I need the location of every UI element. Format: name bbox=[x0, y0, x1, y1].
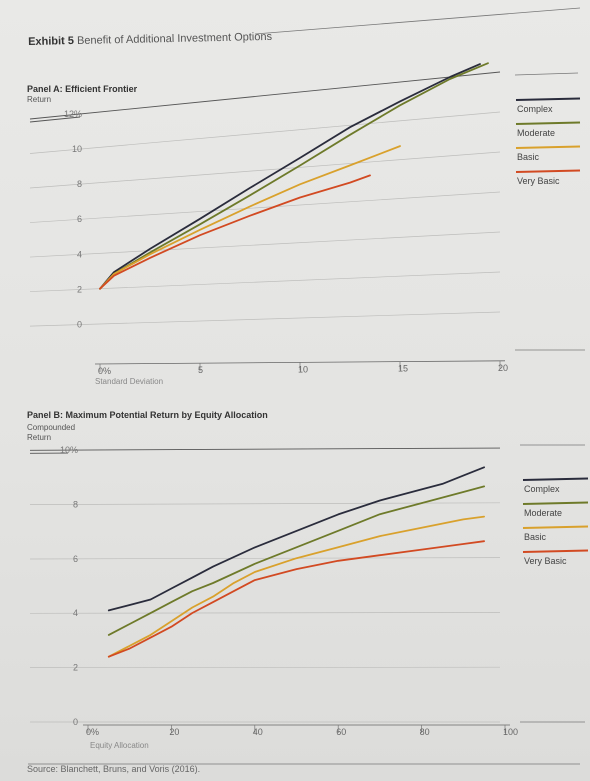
panel-a-xtick-label: 10 bbox=[298, 364, 308, 374]
panel-b-ytick-label: 0 bbox=[73, 717, 78, 727]
panel-b-xtick-label: 40 bbox=[253, 727, 263, 737]
panel-b-legend-swatch bbox=[522, 477, 589, 481]
panel-b-ytick-label: 8 bbox=[73, 499, 78, 509]
panel-a-gridline bbox=[29, 231, 501, 258]
panel-b-legend-label: Very Basic bbox=[524, 556, 567, 566]
panel-a-legend-label: Very Basic bbox=[517, 176, 560, 186]
panel-a-legend-label: Moderate bbox=[517, 128, 555, 138]
panel-b-gridline bbox=[29, 612, 501, 614]
panel-a-gridline bbox=[29, 311, 501, 327]
panel-b-ytick-label: 10% bbox=[60, 445, 78, 455]
panel-a-legend-label: Basic bbox=[517, 152, 540, 162]
panel-b-xtick-label: 80 bbox=[420, 727, 430, 737]
panel-b-gridline bbox=[29, 447, 501, 451]
panel-a-legend-swatch bbox=[515, 121, 581, 125]
panel-a-legend-swatch bbox=[515, 145, 581, 149]
panel-b-ytick-label: 2 bbox=[73, 663, 78, 673]
panel-b-legend-swatch bbox=[522, 549, 589, 553]
panel-a-xtick-label: 5 bbox=[198, 365, 203, 375]
panel-b-xtick-label: 20 bbox=[169, 727, 179, 737]
panel-b-ytick-label: 6 bbox=[73, 554, 78, 564]
panel-b-series-very-basic bbox=[107, 540, 486, 658]
panel-a-ytick-label: 6 bbox=[77, 214, 82, 224]
panel-a-legend-rule bbox=[514, 72, 579, 76]
panel-a-gridline bbox=[29, 71, 501, 120]
panel-a-ytick-label: 2 bbox=[77, 284, 82, 294]
panel-a-gridline bbox=[29, 151, 501, 189]
panel-a-ytick-label: 0 bbox=[77, 320, 82, 330]
panel-b-gridline bbox=[29, 557, 501, 560]
panel-b-legend-label: Complex bbox=[524, 484, 560, 494]
top-rule bbox=[254, 7, 581, 35]
panel-a-gridline bbox=[29, 271, 501, 292]
panel-b-ylabel: Compounded Return bbox=[27, 423, 76, 442]
panel-a-series-very-basic bbox=[99, 174, 371, 290]
panel-a-legend-label: Complex bbox=[517, 104, 553, 114]
panel-a-chart: 0 2 4 6 8 10 12% 0% 5 10 15 20 Standard Deviation Com… bbox=[29, 62, 585, 386]
panel-a-series-complex bbox=[99, 63, 481, 290]
panel-a-ylabel: Return bbox=[27, 95, 52, 104]
panel-b-xtick-label: 0% bbox=[86, 727, 99, 737]
panel-a-gridline bbox=[29, 111, 501, 154]
panel-a-legend-swatch bbox=[515, 97, 581, 101]
panel-a-ytick-label: 12% bbox=[64, 109, 82, 119]
panel-b-xlabel: Equity Allocation bbox=[90, 741, 149, 750]
panel-a-xtick-label: 20 bbox=[498, 363, 508, 373]
panel-a-ytick-label: 10 bbox=[72, 144, 82, 154]
panel-b-legend-label: Basic bbox=[524, 532, 547, 542]
panel-a-legend-swatch bbox=[515, 169, 581, 173]
panel-a-ytick-label: 4 bbox=[77, 249, 82, 259]
panel-a-xtick-label: 0% bbox=[98, 366, 111, 376]
panel-a-title: Panel A: Efficient Frontier bbox=[27, 84, 138, 94]
panel-a-xtick-label: 15 bbox=[398, 364, 408, 374]
panel-b-series-basic bbox=[107, 515, 486, 658]
panel-b-gridline bbox=[29, 502, 501, 505]
panel-b-ytick-label: 4 bbox=[73, 608, 78, 618]
source-note: Source: Blanchett, Bruns, and Voris (201… bbox=[27, 764, 201, 774]
panel-a-xlabel: Standard Deviation bbox=[95, 377, 163, 386]
panel-b-legend-swatch bbox=[522, 525, 589, 529]
panel-a-ytick-label: 8 bbox=[77, 179, 82, 189]
panel-a-gridline bbox=[29, 191, 501, 223]
panel-b-legend-label: Moderate bbox=[524, 508, 562, 518]
panel-b-chart: 0 2 4 6 8 10% 0% 20 40 60 80 100 Equity Allocation Co… bbox=[29, 444, 589, 750]
panel-b-legend-swatch bbox=[522, 501, 589, 505]
panel-a-top-rule bbox=[29, 116, 81, 123]
panel-a-series-basic bbox=[99, 145, 401, 290]
panel-b-series-complex bbox=[107, 466, 486, 612]
panel-b-title: Panel B: Maximum Potential Return by Equ… bbox=[27, 410, 268, 420]
panel-b-xtick-label: 100 bbox=[503, 727, 518, 737]
panel-b-series-moderate bbox=[107, 485, 486, 636]
panel-b-xtick-label: 60 bbox=[336, 727, 346, 737]
